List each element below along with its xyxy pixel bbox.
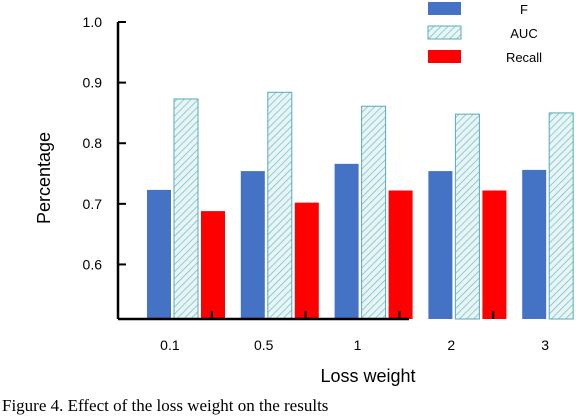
y-tick-label: 0.6 [83,256,103,272]
y-tick-label: 0.8 [83,135,103,151]
bar-recall-0-5 [294,202,319,319]
bars-group [147,91,574,320]
bar-recall-1 [388,190,413,319]
bar-f-2 [428,171,453,319]
bar-auc-0-5 [267,91,293,320]
bar-recall-0-1 [201,211,225,319]
bar-auc-2 [454,113,480,320]
y-tick-label: 1.0 [83,14,103,30]
y-axis-title: Percentage [34,132,54,224]
x-tick-label: 0.5 [254,337,274,353]
legend: F AUC Recall [427,2,542,65]
legend-label-auc: AUC [510,26,537,41]
x-tick-label: 3 [541,337,549,353]
bar-f-0-1 [147,189,171,319]
legend-label-f: F [520,2,528,17]
x-tick-label: 1 [354,337,362,353]
y-ticks-group: 0.6 0.7 0.8 0.9 1.0 [83,14,126,272]
figure-caption: Figure 4. Effect of the loss weight on t… [2,396,329,415]
bar-auc-3 [548,112,574,320]
bar-f-3 [522,169,547,319]
legend-label-recall: Recall [506,50,542,65]
bar-auc-1 [361,105,387,320]
y-tick-label: 0.7 [83,196,103,212]
y-tick-label: 0.9 [83,75,103,91]
x-axis-title: Loss weight [320,366,415,386]
legend-swatch-f [428,2,461,15]
bar-f-0-5 [240,171,265,319]
x-tick-label: 2 [447,337,455,353]
x-tick-label: 0.1 [160,337,180,353]
legend-swatch-auc [427,25,462,40]
x-ticks-group: 0.1 0.5 1 2 3 [117,311,549,353]
bar-auc-0-1 [173,98,199,320]
bar-recall-2 [482,190,507,319]
bar-f-1 [334,163,359,319]
legend-swatch-recall [428,50,461,63]
